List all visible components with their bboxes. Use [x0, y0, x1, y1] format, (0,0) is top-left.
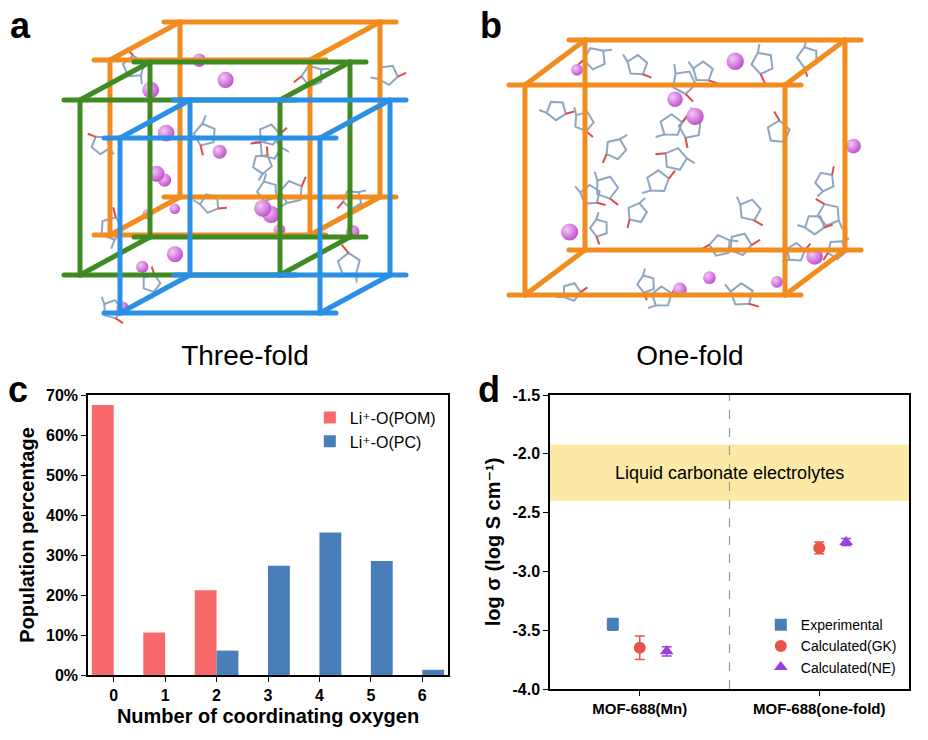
svg-text:50%: 50%	[46, 467, 78, 484]
svg-text:Liquid carbonate electrolytes: Liquid carbonate electrolytes	[615, 463, 844, 483]
svg-text:log σ (log S cm⁻¹): log σ (log S cm⁻¹)	[482, 458, 504, 627]
svg-text:Li⁺-O(POM): Li⁺-O(POM)	[350, 410, 436, 427]
svg-text:0%: 0%	[55, 667, 78, 684]
html-text:b: b	[480, 5, 502, 46]
svg-text:Number of coordinating oxygen: Number of coordinating oxygen	[117, 705, 419, 727]
svg-text:Calculated(GK): Calculated(GK)	[801, 638, 897, 654]
svg-text:20%: 20%	[46, 587, 78, 604]
svg-text:40%: 40%	[46, 507, 78, 524]
svg-text:-3.5: -3.5	[512, 622, 540, 639]
svg-text:30%: 30%	[46, 547, 78, 564]
svg-text:Three-fold: Three-fold	[181, 340, 309, 371]
svg-text:3: 3	[264, 687, 273, 704]
svg-text:10%: 10%	[46, 627, 78, 644]
svg-text:-4.0: -4.0	[512, 681, 540, 698]
svg-text:-1.5: -1.5	[512, 387, 540, 404]
svg-text:MOF-688(Mn): MOF-688(Mn)	[592, 700, 687, 717]
svg-text:4: 4	[315, 687, 324, 704]
svg-text:Li⁺-O(PC): Li⁺-O(PC)	[350, 434, 422, 451]
svg-text:5: 5	[366, 687, 375, 704]
svg-text:MOF-688(one-fold): MOF-688(one-fold)	[753, 700, 886, 717]
svg-text:6: 6	[418, 687, 427, 704]
svg-text:Population percentage: Population percentage	[16, 427, 38, 643]
svg-text:60%: 60%	[46, 427, 78, 444]
svg-text:-2.0: -2.0	[512, 445, 540, 462]
svg-text:70%: 70%	[46, 387, 78, 404]
svg-text:Experimental: Experimental	[801, 617, 883, 633]
svg-text:-3.0: -3.0	[512, 563, 540, 580]
svg-text:One-fold: One-fold	[636, 340, 743, 371]
html-text:a: a	[10, 5, 30, 46]
svg-text:2: 2	[212, 687, 221, 704]
svg-text:-2.5: -2.5	[512, 504, 540, 521]
html-text:d: d	[478, 369, 500, 410]
svg-text:0: 0	[109, 687, 118, 704]
svg-text:Calculated(NE): Calculated(NE)	[801, 660, 896, 676]
svg-text:1: 1	[161, 687, 170, 704]
html-text:c: c	[8, 369, 28, 410]
